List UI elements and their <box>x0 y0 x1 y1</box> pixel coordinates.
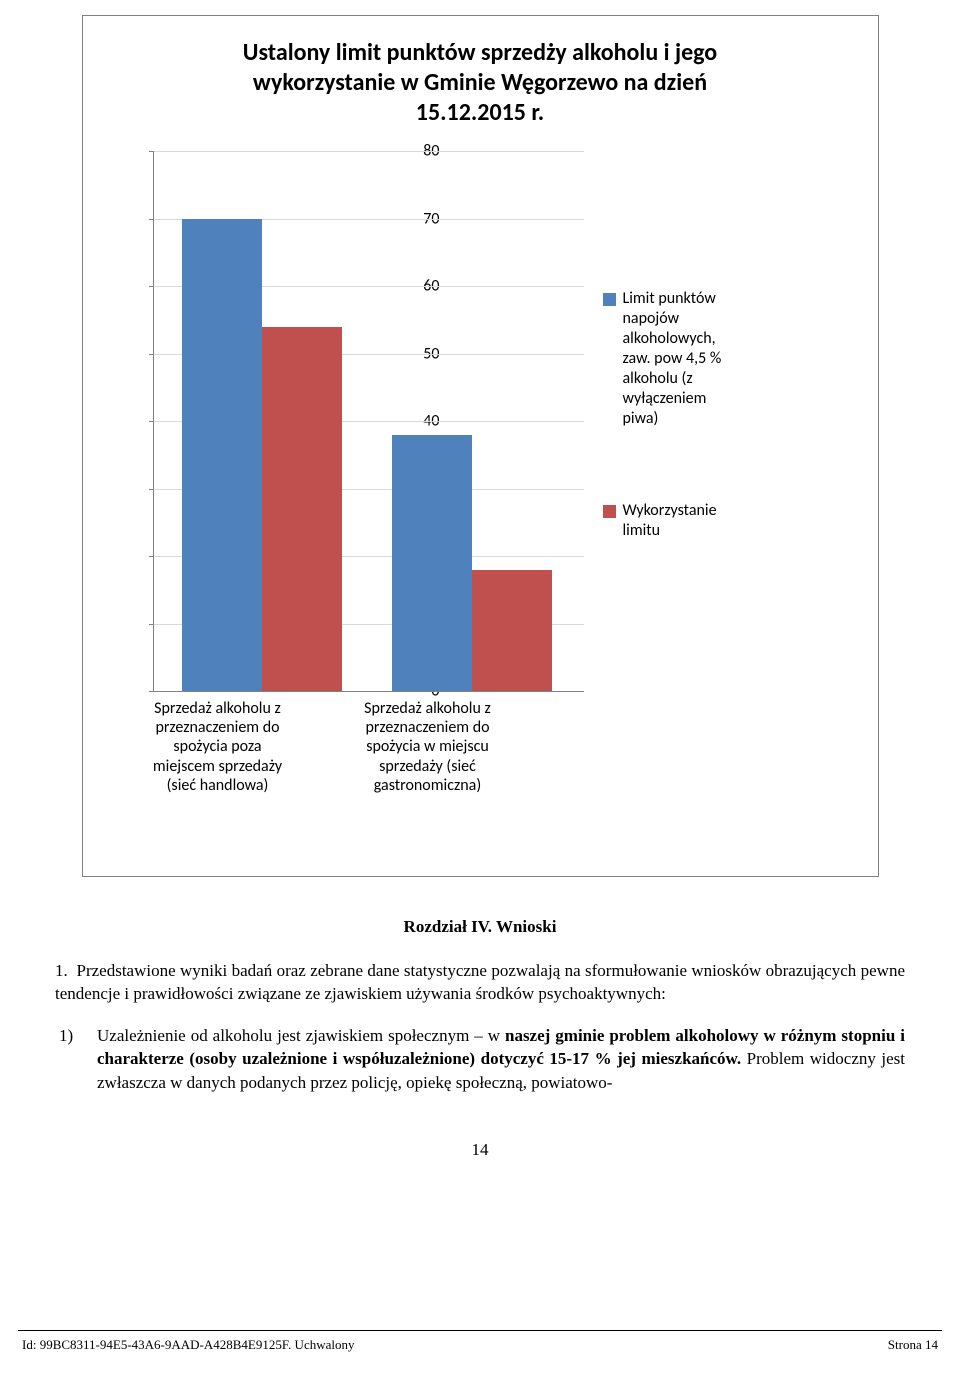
xl: (sieć handlowa) <box>167 776 269 795</box>
bar-g2-s1 <box>392 435 472 692</box>
legend-item-2: Wykorzystanie limitu <box>603 501 833 541</box>
legend-text-2: Wykorzystanie limitu <box>623 501 833 541</box>
chart-body: 0 10 20 30 40 50 60 70 80 <box>83 151 878 876</box>
chart-frame: Ustalony limit punktów sprzedży alkoholu… <box>82 15 879 877</box>
xl: miejscem sprzedaży <box>153 757 282 776</box>
ytick-mark <box>149 354 154 355</box>
lt: limitu <box>623 521 661 540</box>
xl: gastronomiczna) <box>374 776 481 795</box>
xl: sprzedaży (sieć <box>379 757 476 776</box>
bar-g1-s2 <box>262 327 342 692</box>
chart-title-line3: 15.12.2015 r. <box>416 98 544 127</box>
ytick-mark <box>149 556 154 557</box>
li-plain1: Uzależnienie od alkoholu jest zjawiskiem… <box>97 1026 505 1045</box>
para-text: Przedstawione wyniki badań oraz zebrane … <box>55 961 905 1003</box>
xl: przeznaczeniem do <box>365 718 489 737</box>
section-heading: Rozdział IV. Wnioski <box>55 917 905 937</box>
lt: napojów <box>623 309 680 328</box>
chart-title: Ustalony limit punktów sprzedży alkoholu… <box>83 16 878 138</box>
x-label-2: Sprzedaż alkoholu z przeznaczeniem do sp… <box>333 699 523 795</box>
chart-title-line1: Ustalony limit punktów sprzedży alkoholu… <box>243 38 717 67</box>
para-marker: 1. <box>55 961 68 980</box>
ytick-mark <box>149 691 154 692</box>
ytick-mark <box>149 151 154 152</box>
lt: Wykorzystanie <box>623 501 717 520</box>
xl: przeznaczeniem do <box>155 718 279 737</box>
legend-swatch-1 <box>603 293 616 306</box>
page-number: 14 <box>55 1140 905 1160</box>
xl: Sprzedaż alkoholu z <box>364 699 491 718</box>
lt: alkoholu (z <box>623 369 693 388</box>
ytick-mark <box>149 489 154 490</box>
legend-text-1: Limit punktów napojów alkoholowych, zaw.… <box>623 289 833 429</box>
list-marker: 1) <box>55 1024 97 1094</box>
ytick-mark <box>149 624 154 625</box>
xl: spożycia w miejscu <box>366 737 489 756</box>
gridline <box>154 151 584 152</box>
ytick-mark <box>149 219 154 220</box>
legend: Limit punktów napojów alkoholowych, zaw.… <box>603 289 833 613</box>
lt: zaw. pow 4,5 % <box>623 349 722 368</box>
lt: alkoholowych, <box>623 329 716 348</box>
bar-g2-s2 <box>472 570 552 692</box>
intro-paragraph: 1. Przedstawione wyniki badań oraz zebra… <box>55 959 905 1006</box>
lt: piwa) <box>623 409 659 428</box>
legend-swatch-2 <box>603 505 616 518</box>
list-item-1: 1) Uzależnienie od alkoholu jest zjawisk… <box>55 1024 905 1094</box>
xl: spożycia poza <box>173 737 261 756</box>
footer-left: Id: 99BC8311-94E5-43A6-9AAD-A428B4E9125F… <box>22 1337 354 1353</box>
xl: Sprzedaż alkoholu z <box>154 699 281 718</box>
plot-area <box>153 151 584 692</box>
ytick-mark <box>149 421 154 422</box>
legend-item-1: Limit punktów napojów alkoholowych, zaw.… <box>603 289 833 429</box>
list-body: Uzależnienie od alkoholu jest zjawiskiem… <box>97 1024 905 1094</box>
ytick-mark <box>149 286 154 287</box>
chart-title-line2: wykorzystanie w Gminie Węgorzewo na dzie… <box>253 68 707 97</box>
footer-right: Strona 14 <box>888 1337 938 1353</box>
x-label-1: Sprzedaż alkoholu z przeznaczeniem do sp… <box>123 699 313 795</box>
lt: wyłączeniem <box>623 389 707 408</box>
lt: Limit punktów <box>623 289 716 308</box>
bar-g1-s1 <box>182 219 262 692</box>
footer: Id: 99BC8311-94E5-43A6-9AAD-A428B4E9125F… <box>18 1330 942 1353</box>
